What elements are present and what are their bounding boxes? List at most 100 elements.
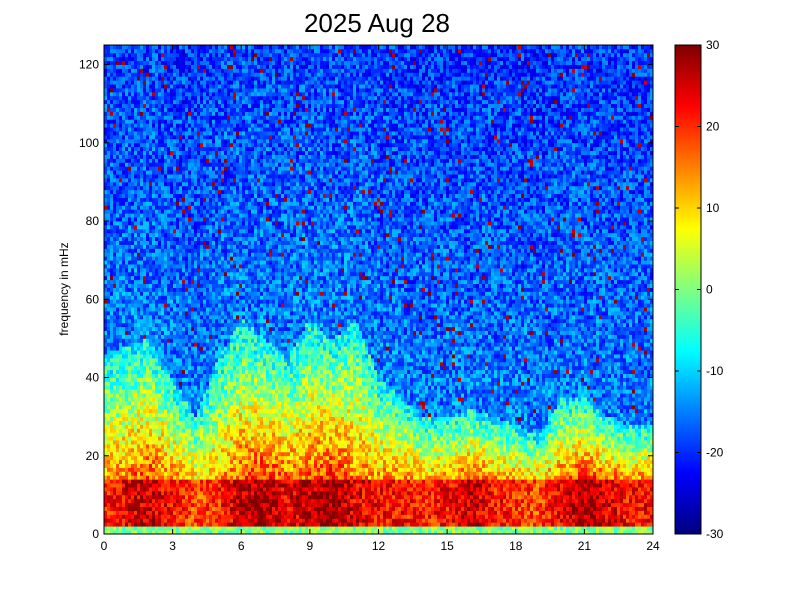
heatmap-cell (113, 119, 117, 124)
heatmap-cell (176, 103, 180, 108)
heatmap-cell (158, 224, 162, 230)
heatmap-cell (182, 119, 186, 124)
heatmap-cell (119, 361, 123, 367)
heatmap-cell (155, 240, 159, 245)
heatmap-cell (128, 138, 132, 144)
heatmap-cell (158, 334, 162, 339)
heatmap-cell (221, 377, 225, 382)
heatmap-cell (107, 189, 111, 195)
heatmap-cell (110, 314, 114, 320)
heatmap-cell (194, 530, 198, 535)
heatmap-cell (200, 342, 204, 347)
heatmap-cell (167, 205, 171, 210)
heatmap-cell (116, 389, 120, 394)
heatmap-cell (131, 224, 135, 230)
heatmap-cell (146, 318, 150, 324)
heatmap-cell (221, 400, 225, 406)
heatmap-cell (179, 64, 183, 69)
heatmap-cell (197, 267, 201, 273)
heatmap-cell (155, 279, 159, 285)
heatmap-cell (185, 307, 189, 312)
heatmap-cell (188, 361, 192, 367)
heatmap-cell (170, 119, 174, 124)
heatmap-cell (194, 502, 198, 508)
heatmap-cell (173, 377, 177, 382)
heatmap-cell (197, 299, 201, 304)
heatmap-cell (173, 490, 177, 496)
heatmap-cell (110, 131, 114, 136)
heatmap-cell (215, 162, 219, 167)
heatmap-cell (152, 483, 156, 488)
heatmap-cell (215, 334, 219, 339)
heatmap-cell (140, 154, 144, 159)
heatmap-cell (110, 103, 114, 108)
heatmap-cell (113, 146, 117, 152)
heatmap-cell (212, 346, 216, 351)
heatmap-cell (140, 170, 144, 175)
heatmap-cell (137, 232, 141, 238)
heatmap-cell (167, 307, 171, 312)
heatmap-cell (212, 369, 216, 375)
heatmap-cell (131, 252, 135, 257)
heatmap-cell (104, 326, 108, 331)
heatmap-cell (107, 393, 111, 398)
heatmap-cell (206, 166, 210, 171)
heatmap-cell (128, 103, 132, 108)
heatmap-cell (182, 127, 186, 132)
heatmap-cell (206, 52, 210, 58)
heatmap-cell (191, 178, 195, 183)
heatmap-cell (149, 45, 153, 50)
heatmap-cell (137, 166, 141, 171)
heatmap-cell (134, 369, 138, 375)
heatmap-cell (149, 498, 153, 504)
heatmap-cell (194, 526, 198, 531)
heatmap-cell (221, 471, 225, 476)
heatmap-cell (167, 142, 171, 148)
heatmap-cell (170, 397, 174, 402)
heatmap-cell (194, 479, 198, 484)
heatmap-cell (209, 252, 213, 257)
heatmap-cell (155, 264, 159, 269)
heatmap-cell (107, 232, 111, 238)
heatmap-cell (191, 60, 195, 65)
heatmap-cell (212, 127, 216, 132)
heatmap-cell (149, 389, 153, 394)
heatmap-cell (206, 68, 210, 73)
heatmap-cell (215, 174, 219, 179)
heatmap-cell (110, 84, 114, 89)
heatmap-cell (131, 490, 135, 496)
heatmap-cell (170, 107, 174, 112)
heatmap-cell (119, 408, 123, 414)
heatmap-cell (161, 522, 165, 527)
heatmap-cell (161, 174, 165, 179)
heatmap-cell (185, 334, 189, 339)
heatmap-cell (194, 412, 198, 418)
heatmap-cell (200, 197, 204, 202)
heatmap-cell (119, 447, 123, 453)
heatmap-cell (113, 428, 117, 433)
heatmap-cell (143, 502, 147, 508)
heatmap-cell (212, 123, 216, 128)
heatmap-cell (164, 134, 168, 140)
heatmap-cell (131, 76, 135, 81)
heatmap-cell (158, 338, 162, 343)
heatmap-cell (203, 459, 207, 464)
heatmap-cell (155, 369, 159, 375)
heatmap-cell (173, 291, 177, 296)
heatmap-cell (221, 158, 225, 163)
heatmap-cell (119, 103, 123, 108)
heatmap-cell (191, 373, 195, 378)
heatmap-cell (134, 279, 138, 285)
heatmap-cell (206, 365, 210, 371)
heatmap-cell (194, 150, 198, 155)
heatmap-cell (155, 322, 159, 328)
heatmap-cell (173, 416, 177, 421)
heatmap-cell (215, 60, 219, 65)
heatmap-cell (113, 68, 117, 73)
heatmap-cell (143, 178, 147, 183)
heatmap-cell (149, 95, 153, 101)
heatmap-cell (176, 248, 180, 253)
heatmap-cell (152, 48, 156, 54)
heatmap-cell (197, 514, 201, 519)
heatmap-cell (221, 357, 225, 363)
